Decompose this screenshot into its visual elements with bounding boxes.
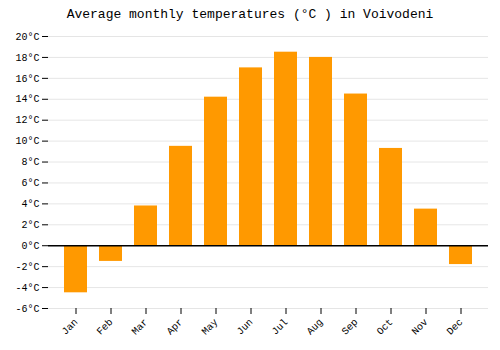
svg-text:Feb: Feb: [95, 317, 116, 338]
svg-text:Mar: Mar: [130, 317, 151, 338]
svg-text:-2°C: -2°C: [15, 262, 39, 273]
svg-text:Jul: Jul: [270, 317, 291, 338]
html-text:Average monthly temperatures (: Average monthly temperatures (°C ) in Vo…: [66, 7, 434, 22]
svg-text:2°C: 2°C: [21, 220, 39, 231]
svg-text:16°C: 16°C: [15, 74, 39, 85]
svg-text:0°C: 0°C: [21, 241, 39, 252]
svg-text:May: May: [200, 317, 221, 338]
svg-text:14°C: 14°C: [15, 94, 39, 105]
svg-text:8°C: 8°C: [21, 157, 39, 168]
svg-text:12°C: 12°C: [15, 115, 39, 126]
svg-text:-6°C: -6°C: [15, 304, 39, 315]
svg-text:Sep: Sep: [340, 317, 361, 338]
svg-text:-4°C: -4°C: [15, 283, 39, 294]
svg-text:10°C: 10°C: [15, 136, 39, 147]
svg-text:Nov: Nov: [410, 317, 431, 338]
svg-text:4°C: 4°C: [21, 199, 39, 210]
svg-text:Jan: Jan: [60, 317, 81, 338]
svg-text:Aug: Aug: [305, 317, 326, 338]
svg-text:6°C: 6°C: [21, 178, 39, 189]
svg-text:Oct: Oct: [375, 317, 396, 338]
svg-text:Jun: Jun: [235, 317, 256, 338]
svg-text:20°C: 20°C: [15, 32, 39, 43]
svg-text:18°C: 18°C: [15, 53, 39, 64]
svg-text:Dec: Dec: [445, 317, 466, 338]
svg-text:Apr: Apr: [165, 317, 186, 338]
